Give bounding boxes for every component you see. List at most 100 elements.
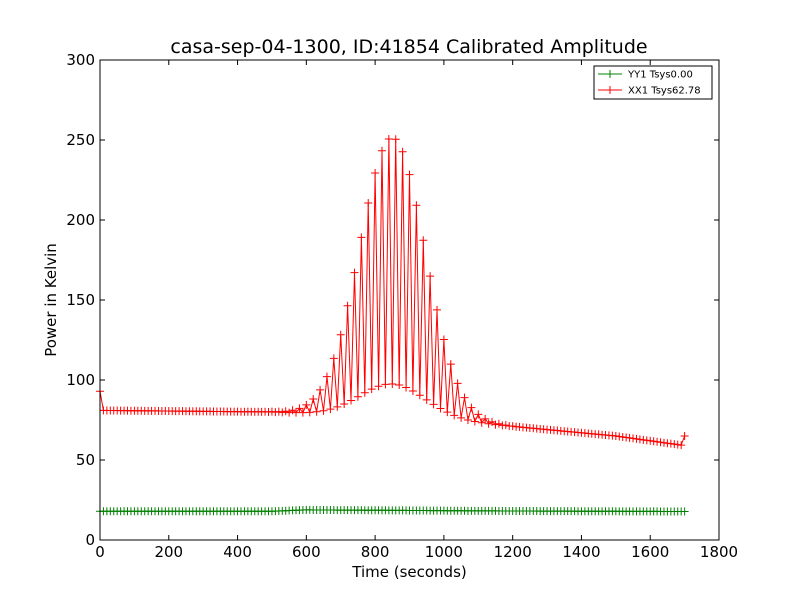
- data-point: [474, 410, 483, 419]
- data-point: [405, 170, 414, 179]
- data-point: [333, 402, 342, 411]
- y-tick-label: 300: [66, 51, 95, 69]
- data-point: [443, 408, 452, 417]
- data-point: [278, 408, 287, 417]
- y-tick-label: 100: [66, 371, 95, 389]
- legend: YY1 Tsys0.00 XX1 Tsys62.78: [593, 65, 713, 100]
- data-point: [381, 380, 390, 389]
- series-1: [96, 505, 689, 516]
- data-point: [302, 400, 311, 409]
- y-tick-label: 50: [76, 451, 95, 469]
- data-point: [422, 395, 431, 404]
- data-point: [322, 372, 331, 381]
- y-tick-label: 0: [85, 531, 95, 549]
- x-tick-label: 200: [154, 543, 183, 561]
- data-point: [374, 382, 383, 391]
- chart-title: casa-sep-04-1300, ID:41854 Calibrated Am…: [170, 36, 647, 58]
- legend-marker: [606, 70, 614, 78]
- data-point: [274, 407, 283, 416]
- data-point: [309, 394, 318, 403]
- data-point: [470, 417, 479, 426]
- data-point: [347, 396, 356, 405]
- y-tick-label: 200: [66, 211, 95, 229]
- x-axis-label: Time (seconds): [351, 563, 467, 581]
- data-point: [329, 354, 338, 363]
- series-layer: [96, 134, 689, 516]
- data-point: [298, 408, 307, 417]
- data-point: [377, 146, 386, 155]
- x-tick-label: 1200: [494, 543, 532, 561]
- data-point: [364, 199, 373, 208]
- data-point: [446, 360, 455, 369]
- data-point: [398, 147, 407, 156]
- data-point: [436, 404, 445, 413]
- data-point: [295, 404, 304, 413]
- data-point: [360, 388, 369, 397]
- data-point: [426, 272, 435, 281]
- data-point: [343, 301, 352, 310]
- series-2: [96, 134, 689, 450]
- ticks-layer: 0 200 400 600 800 1000 1200 1400 1600 1800 0 50 100 1…: [66, 51, 738, 561]
- data-point: [281, 407, 290, 416]
- legend-marker: [606, 86, 614, 94]
- data-point: [508, 422, 517, 431]
- legend-label: XX1 Tsys62.78: [628, 86, 701, 97]
- data-point: [494, 419, 503, 428]
- data-point: [501, 421, 510, 430]
- data-point: [450, 411, 459, 420]
- data-point: [491, 420, 500, 429]
- data-point: [326, 405, 335, 414]
- plot-frame: [99, 59, 720, 541]
- data-point: [402, 383, 411, 392]
- data-point: [419, 236, 428, 245]
- x-tick-label: 400: [223, 543, 252, 561]
- data-point: [350, 268, 359, 277]
- data-point: [453, 379, 462, 388]
- data-point: [429, 400, 438, 409]
- data-point: [305, 408, 314, 417]
- legend-label: YY1 Tsys0.00: [627, 70, 693, 81]
- plot-area: [100, 60, 719, 540]
- data-point: [433, 305, 442, 314]
- legend-item: XX1 Tsys62.78: [598, 86, 701, 97]
- data-point: [408, 387, 417, 396]
- data-point: [395, 381, 404, 390]
- data-point: [463, 415, 472, 424]
- legend-item: YY1 Tsys0.00: [598, 70, 693, 81]
- data-point: [384, 134, 393, 143]
- x-tick-label: 600: [292, 543, 321, 561]
- data-point: [340, 400, 349, 409]
- data-point: [460, 393, 469, 402]
- data-point: [388, 380, 397, 388]
- data-point: [677, 441, 686, 450]
- data-point: [484, 419, 493, 428]
- data-point: [371, 169, 380, 178]
- data-point: [367, 385, 376, 394]
- data-point: [467, 403, 476, 412]
- data-point: [316, 385, 325, 394]
- data-point: [680, 432, 689, 440]
- data-point: [357, 233, 366, 242]
- x-tick-label: 1400: [562, 543, 600, 561]
- data-point: [292, 408, 301, 417]
- data-point: [312, 407, 321, 416]
- data-point: [457, 413, 466, 422]
- data-point: [439, 335, 448, 344]
- data-point: [415, 391, 424, 400]
- data-point: [481, 414, 490, 423]
- y-axis-label: Power in Kelvin: [42, 243, 60, 357]
- x-tick-label: 800: [361, 543, 390, 561]
- x-tick-label: 1800: [700, 543, 738, 561]
- data-point: [680, 507, 689, 516]
- y-tick-label: 250: [66, 131, 95, 149]
- data-point: [336, 330, 345, 339]
- x-tick-label: 0: [95, 543, 105, 561]
- legend-box: [593, 65, 713, 100]
- data-point: [353, 392, 362, 401]
- x-tick-label: 1600: [631, 543, 669, 561]
- data-point: [477, 418, 486, 427]
- data-point: [319, 406, 328, 415]
- data-point: [391, 135, 400, 144]
- data-point: [412, 201, 421, 210]
